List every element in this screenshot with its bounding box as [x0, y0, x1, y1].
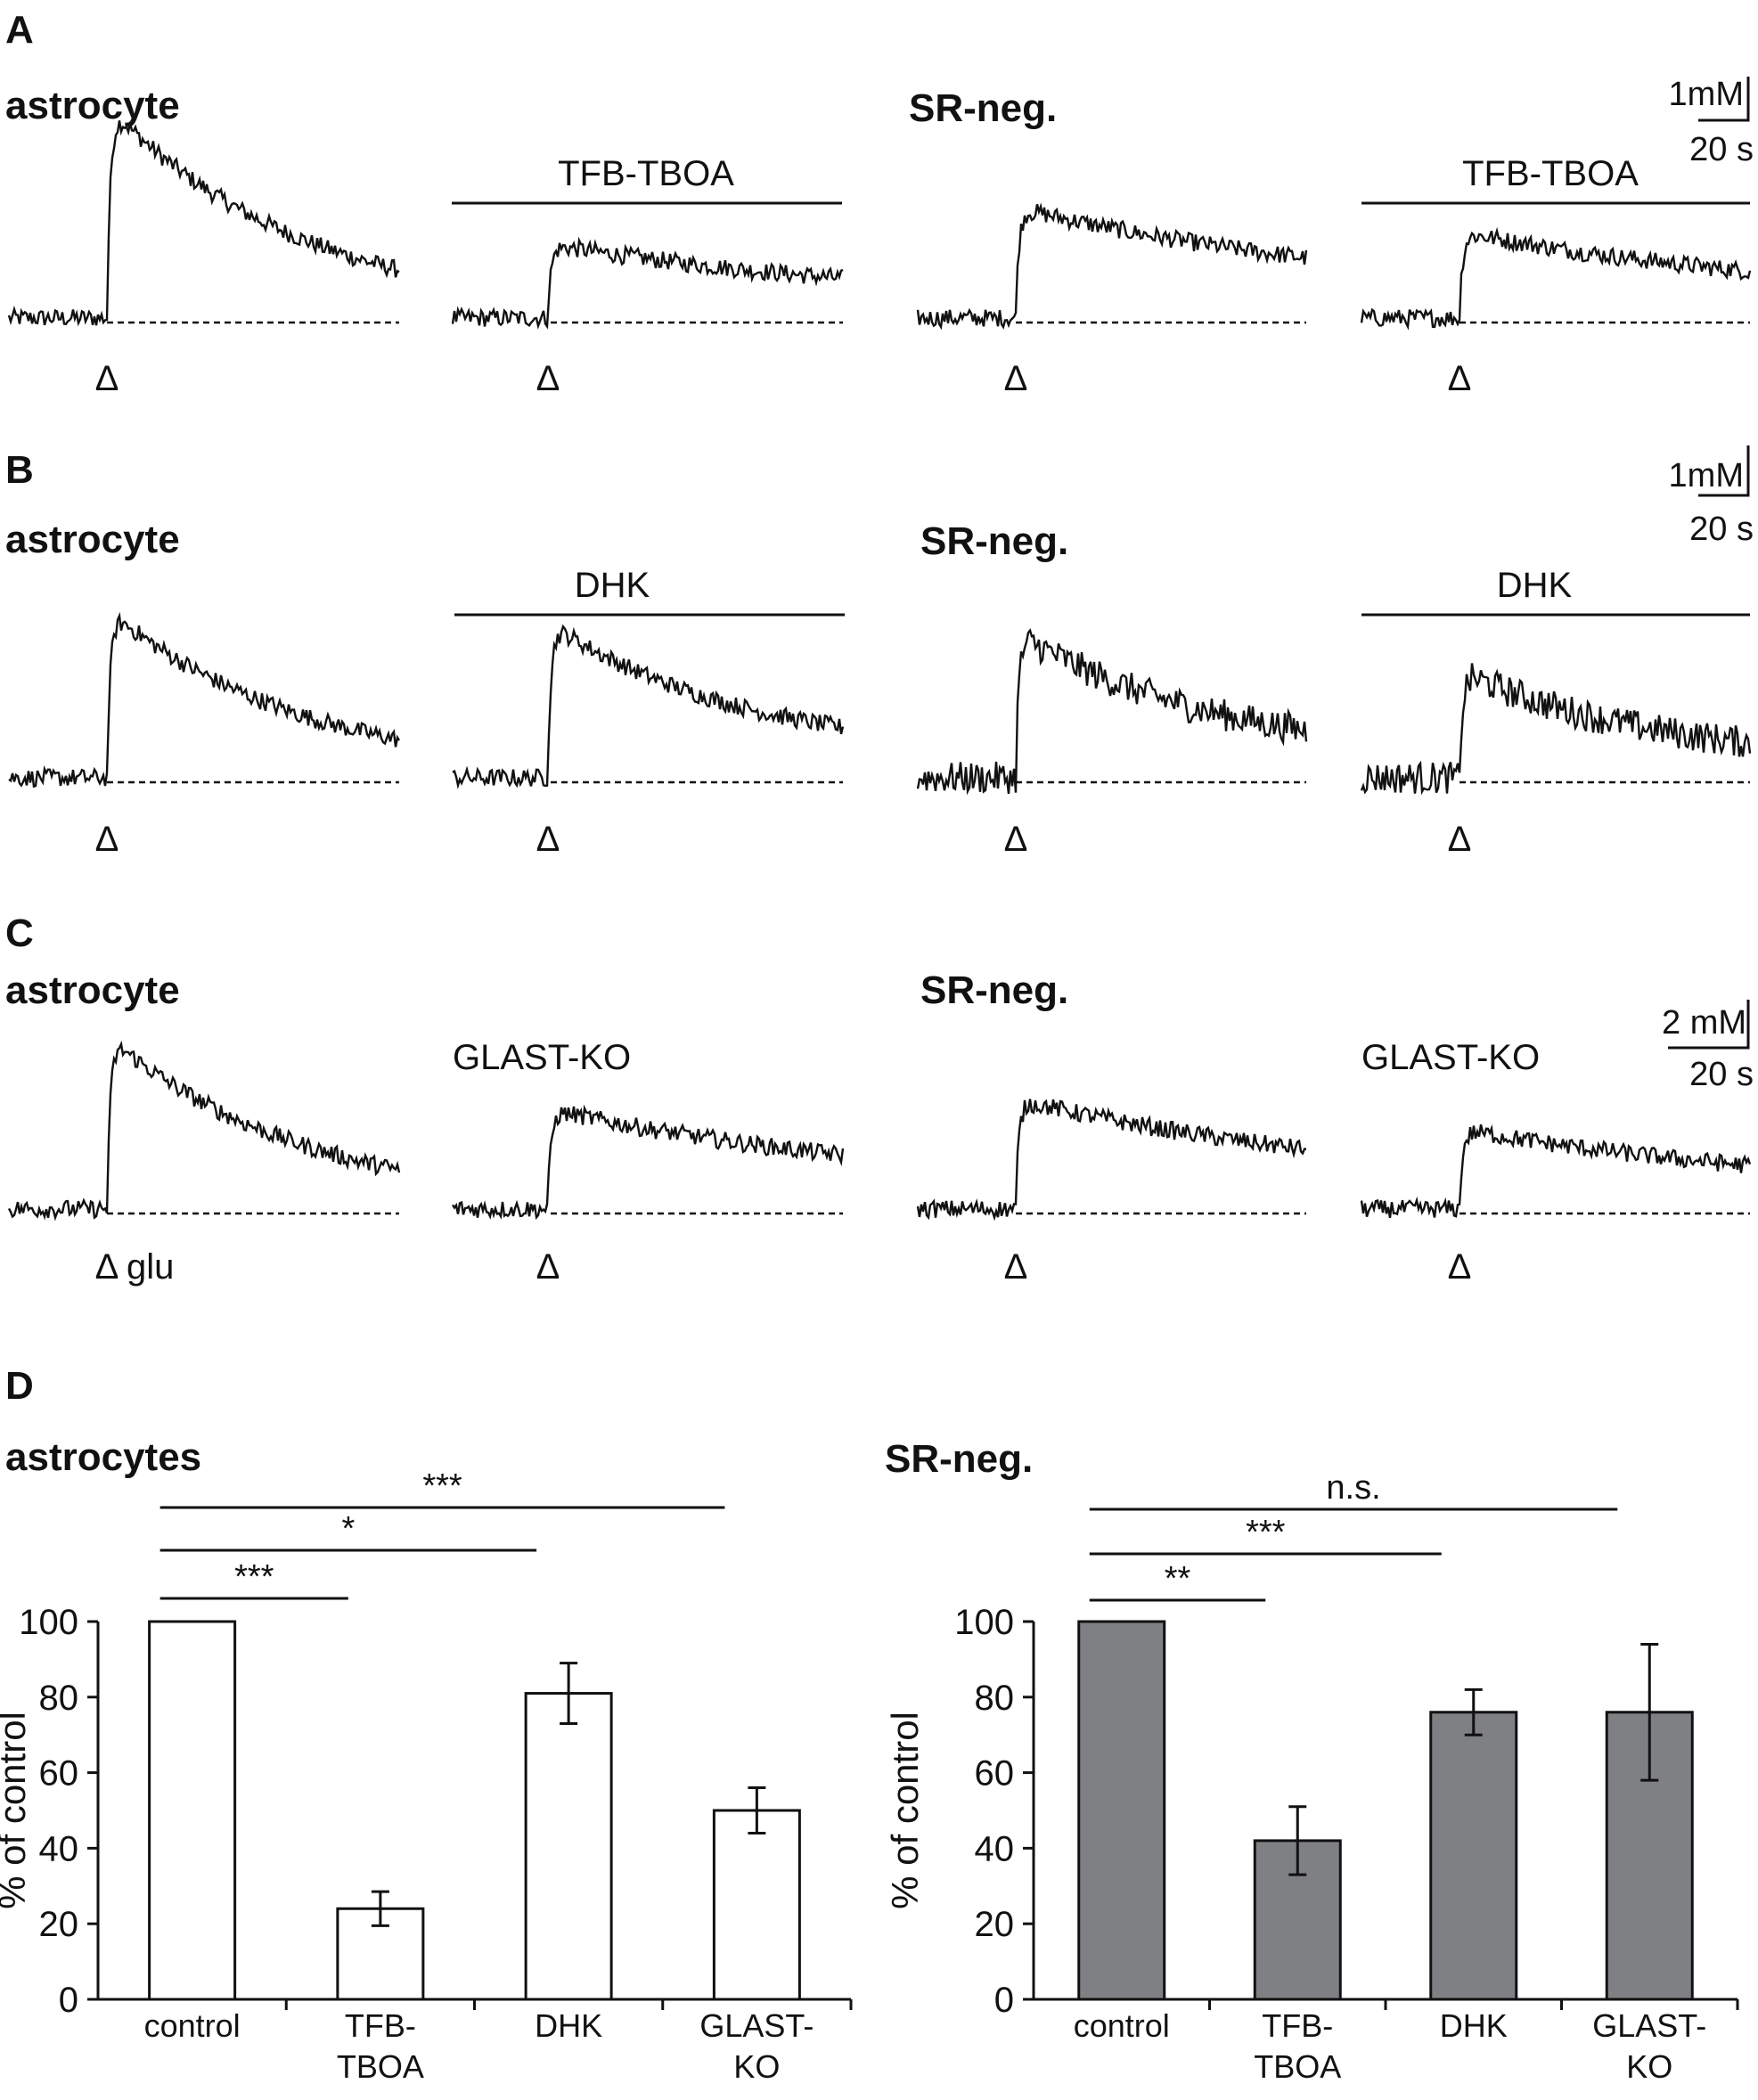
panel-letter-a: A	[5, 8, 34, 52]
trace-row-a-astro-control	[7, 120, 400, 327]
significance-label: ***	[1246, 1514, 1286, 1551]
trace-row-c-srneg-control	[916, 1099, 1307, 1222]
trace-row-c-astro-control	[7, 1040, 401, 1222]
trace-row-c-astro-treated	[451, 1104, 845, 1221]
stimulus-marker-row-a-3: Δ	[1004, 359, 1028, 398]
trace-row-c-srneg-treated	[1360, 1124, 1752, 1219]
y-tick-label: 80	[975, 1679, 1015, 1718]
row-b-scale-bar	[1698, 445, 1750, 497]
chart-title: SR-neg.	[885, 1437, 1033, 1481]
panel-letter-b: B	[5, 448, 34, 492]
stimulus-marker-row-b-1: Δ	[95, 820, 119, 859]
significance-label: *	[341, 1510, 355, 1548]
chart-title: astrocytes	[5, 1435, 201, 1479]
significance-label: n.s.	[1326, 1469, 1380, 1507]
row-c-srneg-label: SR-neg.	[920, 968, 1068, 1012]
stimulus-marker-row-c-1: Δ	[95, 1247, 119, 1287]
stimulus-marker-row-a-2: Δ	[536, 359, 560, 398]
y-tick-label: 40	[975, 1829, 1015, 1868]
error-bar-dhk	[1464, 1687, 1483, 1736]
row-a-srneg-label: SR-neg.	[909, 86, 1057, 130]
x-tick-label: TBOA	[337, 2048, 424, 2085]
chart-srneg: SR-neg. 0 20 40 60 80 100 % of control control TF…	[884, 1437, 1739, 2085]
row-b-astrocyte-label: astrocyte	[5, 518, 180, 561]
y-tick-label: 60	[975, 1754, 1015, 1794]
row-c-treatment-label-left: GLAST-KO	[453, 1038, 631, 1077]
stimulus-marker-row-c-3: Δ	[1004, 1247, 1028, 1287]
row-a-treatment-label-left: TFB-TBOA	[558, 154, 734, 193]
trace-row-b-srneg-treated	[1360, 663, 1752, 796]
row-b-treatment-label-right: DHK	[1497, 566, 1573, 605]
y-tick-label: 100	[954, 1603, 1014, 1642]
error-bar-dhk	[560, 1662, 578, 1725]
bar-control	[1077, 1620, 1166, 2001]
trace-row-b-astro-control	[8, 611, 401, 789]
row-b-scale-x-label: 20 s	[1689, 511, 1754, 548]
x-tick-label: GLAST-	[699, 2007, 814, 2044]
trace-row-a-srneg-control	[916, 202, 1308, 331]
error-bar-tfb-tboa	[371, 1890, 389, 1927]
bar-dhk	[524, 1692, 613, 2001]
row-c-scale-x-label: 20 s	[1689, 1056, 1754, 1093]
row-a-scale-y-label: 1mM	[1669, 76, 1744, 113]
bar-dhk	[1429, 1711, 1518, 2001]
y-tick-label: 80	[39, 1679, 79, 1718]
stimulus-marker-row-b-2: Δ	[536, 820, 560, 859]
row-c-scale-y-label: 2 mM	[1662, 1004, 1746, 1042]
x-tick-label: TBOA	[1254, 2048, 1341, 2085]
y-tick-label: 100	[19, 1603, 78, 1642]
x-tick-label: DHK	[1440, 2007, 1508, 2044]
error-bar-glast-ko	[1640, 1642, 1659, 1782]
trace-row-b-astro-treated	[452, 624, 845, 790]
stimulus-marker-row-a-1: Δ	[95, 359, 119, 398]
trace-row-b-srneg-control	[916, 628, 1308, 796]
row-b-scale-y-label: 1mM	[1669, 457, 1744, 494]
y-tick-label: 40	[39, 1829, 79, 1868]
panel-letter-d: D	[5, 1364, 34, 1408]
y-tick-label: 20	[39, 1905, 79, 1944]
x-tick-label: KO	[733, 2048, 780, 2085]
x-tick-label: TFB-	[345, 2007, 416, 2044]
x-tick-label: TFB-	[1262, 2007, 1333, 2044]
row-a-scale-bar	[1698, 77, 1750, 122]
traces-group: Δ Δ Δ Δ Δ Δ Δ Δ Δ Δ Δ Δ	[7, 120, 1752, 1287]
x-tick-label: control	[1074, 2007, 1170, 2044]
y-axis-label: % of control	[0, 1712, 33, 1909]
x-tick-label: DHK	[535, 2007, 602, 2044]
row-a-astrocyte-label: astrocyte	[5, 84, 180, 127]
stimulus-marker-row-b-4: Δ	[1448, 820, 1472, 859]
trace-row-a-astro-treated	[451, 236, 844, 330]
row-c-scale-bar	[1668, 1000, 1750, 1050]
y-tick-label: 60	[39, 1754, 79, 1794]
stimulus-marker-row-a-4: Δ	[1448, 359, 1472, 398]
significance-label: **	[1165, 1560, 1191, 1597]
panel-letter-c: C	[5, 911, 34, 955]
y-axis-label: % of control	[884, 1712, 926, 1909]
x-tick-label: KO	[1626, 2048, 1672, 2085]
trace-row-a-srneg-treated	[1360, 226, 1752, 331]
row-c-glu-label: glu	[127, 1247, 174, 1287]
stimulus-marker-row-b-3: Δ	[1004, 820, 1028, 859]
significance-label: ***	[422, 1467, 462, 1505]
x-tick-label: control	[144, 2007, 241, 2044]
row-c-treatment-label-right: GLAST-KO	[1361, 1038, 1540, 1077]
stimulus-marker-row-c-4: Δ	[1448, 1247, 1472, 1287]
bar-glast-ko	[712, 1809, 801, 2001]
x-tick-label: GLAST-	[1592, 2007, 1706, 2044]
row-b-treatment-label-left: DHK	[575, 566, 650, 605]
stimulus-marker-row-c-2: Δ	[536, 1247, 560, 1287]
y-tick-label: 20	[975, 1905, 1015, 1944]
error-bar-tfb-tboa	[1288, 1805, 1307, 1876]
row-b-srneg-label: SR-neg.	[920, 519, 1068, 563]
y-tick-label: 0	[994, 1981, 1014, 2020]
row-a-treatment-label-right: TFB-TBOA	[1462, 154, 1639, 193]
error-bar-glast-ko	[748, 1786, 766, 1834]
significance-label: ***	[234, 1558, 274, 1596]
row-a-scale-x-label: 20 s	[1689, 131, 1754, 168]
bar-control	[148, 1620, 237, 2001]
chart-astrocytes: astrocytes 0 20 40 60 80 100 % of control contro…	[0, 1435, 853, 2085]
row-c-astrocyte-label: astrocyte	[5, 968, 180, 1012]
y-tick-label: 0	[59, 1981, 78, 2020]
